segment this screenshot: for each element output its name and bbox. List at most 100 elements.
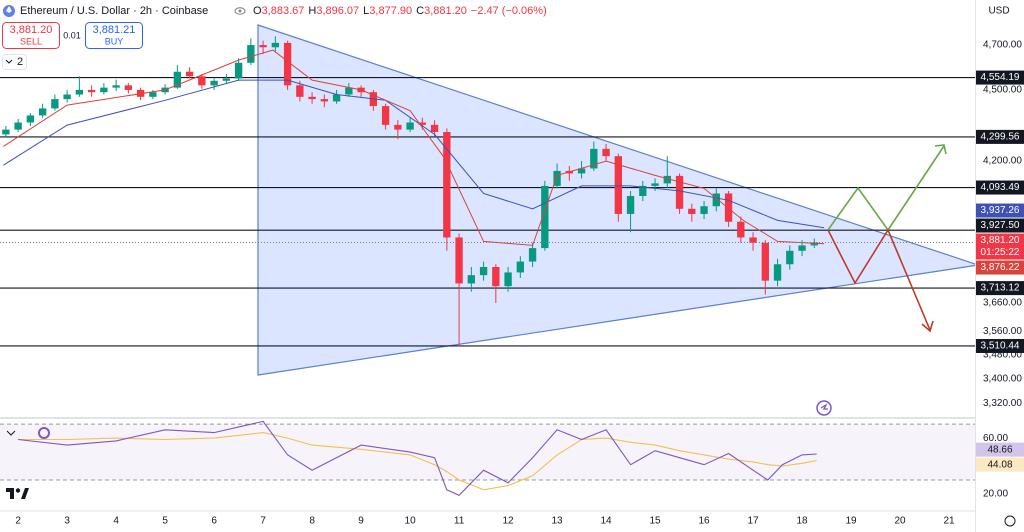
candle-body — [479, 266, 488, 276]
moving-average — [3, 49, 825, 246]
price-tag-label: 3,937.26 — [981, 205, 1020, 216]
symbol-title: Ethereum / U.S. Dollar · 2h · Coinbase — [20, 5, 208, 17]
x-tick-label: 6 — [211, 516, 217, 527]
x-tick-label: 15 — [650, 516, 662, 527]
indicator-line — [18, 432, 817, 491]
currency: USD — [988, 6, 1009, 17]
arrow-head — [921, 320, 934, 333]
rsi-icon[interactable] — [38, 427, 50, 439]
candle-body — [38, 108, 47, 116]
candle-body — [87, 89, 96, 93]
candle-body — [737, 221, 745, 238]
logo-part — [21, 488, 29, 499]
candle-body — [749, 237, 757, 243]
eye-icon[interactable] — [234, 7, 246, 15]
candle-body — [198, 76, 206, 86]
candle-body — [516, 261, 525, 273]
buy-button[interactable]: 3,881.21 BUY — [85, 22, 143, 49]
candle-body — [626, 196, 635, 214]
price-tag — [976, 233, 1024, 260]
x-tick-label: 20 — [894, 516, 906, 527]
x-tick-label: 10 — [405, 516, 417, 527]
candle-body — [149, 92, 157, 97]
candle-body — [455, 237, 463, 284]
eye-outline[interactable] — [234, 7, 246, 15]
candle-body — [418, 122, 427, 125]
rsi-pane — [0, 420, 975, 496]
candle-body — [504, 272, 512, 287]
price-change: −2.47 (−0.06%) — [471, 5, 547, 17]
candle-body — [112, 85, 120, 88]
sell-box[interactable] — [2, 22, 60, 49]
ohlc-key: O — [253, 5, 262, 17]
candle-body — [100, 87, 108, 93]
candle-body — [700, 206, 708, 214]
x-tick-label: 16 — [698, 516, 710, 527]
countdown: 01:25:22 — [981, 247, 1020, 258]
sell-button[interactable]: 3,881.20 SELL — [2, 22, 60, 49]
ohlc-key: H — [308, 5, 316, 17]
value-tag — [976, 442, 1024, 457]
rsi-band — [0, 424, 975, 480]
settings-icon[interactable] — [1004, 515, 1016, 527]
candle-body — [406, 122, 414, 130]
buy-price[interactable]: 3,881.21 — [93, 24, 136, 36]
ohlc-key: L — [363, 5, 369, 17]
interval-count[interactable]: 2 — [17, 56, 23, 68]
candle-body — [467, 275, 476, 284]
candle-body — [63, 94, 71, 100]
ohlc-value: 3,881.20 — [424, 5, 467, 17]
buy-box[interactable] — [85, 22, 143, 49]
candle-body — [614, 156, 622, 214]
y-tick-label: 3,320.00 — [983, 398, 1022, 409]
candle-body — [247, 45, 255, 63]
candle-body — [443, 132, 451, 238]
interval-toggle[interactable]: 2 — [2, 54, 27, 70]
indicator-line — [18, 420, 817, 496]
x-tick-label: 12 — [503, 516, 515, 527]
candle-body — [2, 129, 10, 135]
replay-icon[interactable] — [816, 400, 832, 416]
price-tag-label: 3,510.44 — [981, 341, 1020, 352]
candle-body — [320, 99, 329, 102]
candle-body — [577, 168, 586, 174]
eye-pupil[interactable] — [238, 9, 242, 13]
price-tag — [976, 129, 1024, 144]
candle-body — [798, 245, 806, 251]
collapse-icon[interactable] — [6, 430, 16, 436]
candle-body — [124, 85, 133, 90]
buy-label[interactable]: BUY — [105, 36, 124, 46]
replay-glyph[interactable] — [820, 403, 828, 410]
candle-body — [724, 193, 733, 222]
eth-glyph — [6, 6, 12, 13]
forecast-arrows — [827, 144, 947, 333]
moving-average — [3, 79, 825, 229]
candle-body — [712, 193, 720, 207]
candle-body — [553, 170, 561, 186]
price-tag — [976, 260, 1024, 275]
sell-label[interactable]: SELL — [20, 36, 42, 46]
candle-body — [541, 185, 549, 249]
chevron[interactable] — [5, 59, 13, 64]
candle-body — [602, 148, 610, 157]
candle-body — [185, 71, 194, 77]
price-tag-label: 3,876.22 — [981, 262, 1020, 273]
x-tick-label: 8 — [309, 516, 315, 527]
price-tag — [976, 70, 1024, 85]
value-tag — [976, 457, 1024, 472]
candle-body — [283, 42, 292, 86]
y-tick-label: 60.00 — [983, 433, 1008, 444]
toggle-box[interactable] — [2, 54, 27, 70]
candle-body — [786, 250, 794, 265]
price-tag — [976, 338, 1024, 353]
sell-price[interactable]: 3,881.20 — [10, 24, 53, 36]
y-tick-label: 20.00 — [983, 489, 1008, 500]
candle-body — [173, 71, 182, 88]
price-tag — [976, 281, 1024, 296]
candle-body — [308, 96, 316, 100]
x-tick-label: 19 — [845, 516, 857, 527]
x-tick-label: 5 — [162, 516, 168, 527]
tv-logo — [6, 488, 29, 499]
